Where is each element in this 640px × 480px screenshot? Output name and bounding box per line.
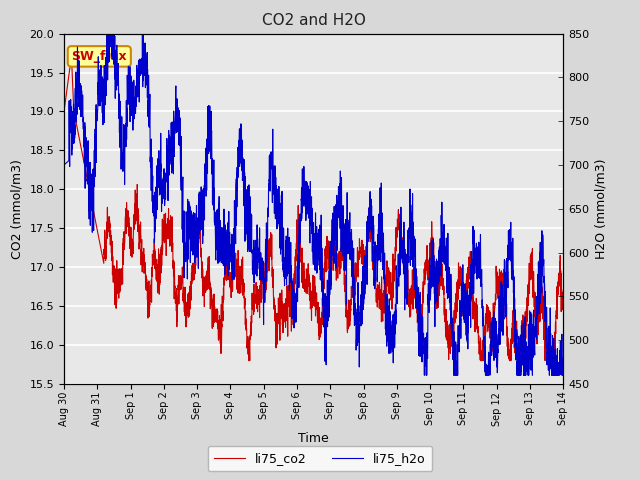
li75_co2 — [67, 54, 75, 60]
li75_h2o — [496, 322, 504, 327]
Title: CO2 and H2O: CO2 and H2O — [262, 13, 365, 28]
li75_h2o — [117, 166, 125, 172]
li75_co2 — [147, 291, 155, 297]
Line: li75_h2o: li75_h2o — [64, 29, 563, 375]
li75_co2 — [550, 358, 557, 363]
li75_co2 — [117, 272, 125, 278]
li75_h2o — [273, 195, 281, 201]
li75_h2o — [60, 162, 68, 168]
li75_h2o — [104, 26, 112, 32]
li75_co2 — [252, 299, 260, 305]
Y-axis label: CO2 (mmol/m3): CO2 (mmol/m3) — [11, 159, 24, 259]
Text: SW_flux: SW_flux — [72, 50, 127, 63]
li75_h2o — [420, 372, 428, 378]
X-axis label: Time: Time — [298, 432, 329, 444]
li75_co2 — [60, 108, 68, 114]
Legend: li75_co2, li75_h2o: li75_co2, li75_h2o — [208, 446, 432, 471]
li75_co2 — [496, 293, 504, 299]
li75_co2 — [559, 287, 567, 293]
li75_co2 — [273, 338, 281, 344]
li75_h2o — [252, 262, 259, 267]
li75_h2o — [559, 360, 567, 365]
Y-axis label: H2O (mmol/m3): H2O (mmol/m3) — [595, 158, 608, 259]
li75_co2 — [245, 358, 253, 363]
li75_h2o — [147, 157, 155, 163]
li75_h2o — [550, 336, 557, 341]
Line: li75_co2: li75_co2 — [64, 57, 563, 360]
